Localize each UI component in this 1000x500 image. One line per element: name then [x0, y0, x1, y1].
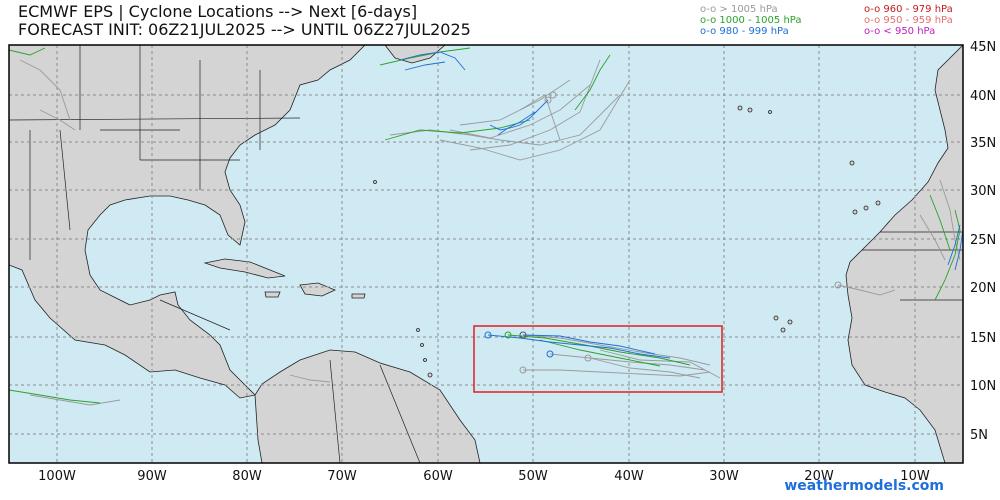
island-madeira	[849, 160, 855, 166]
lat-label-45n: 45N	[970, 40, 996, 55]
lon-label-80w: 80W	[232, 469, 262, 484]
tracks-north-atlantic-gray	[389, 59, 631, 161]
land-masses	[9, 45, 963, 463]
lat-label-30n: 30N	[970, 184, 996, 199]
map-frame	[8, 44, 964, 464]
highlight-box	[473, 325, 723, 393]
origin-marker-blue	[484, 331, 492, 339]
lon-label-100w: 100W	[38, 469, 76, 484]
title-line-2: FORECAST INIT: 06Z21JUL2025 --> UNTIL 06…	[18, 20, 471, 39]
lat-label-5n: 5N	[970, 428, 988, 443]
tracks-pacific-green	[9, 47, 101, 404]
tracks-africa	[837, 179, 961, 296]
legend-entry-below-950: o-o < 950 hPa	[864, 26, 936, 37]
island-antilles-1	[416, 328, 420, 332]
legend-entry-1000-1005: o-o 1000 - 1005 hPa	[700, 15, 802, 26]
island-trinidad	[427, 372, 433, 378]
lat-label-40n: 40N	[970, 89, 996, 104]
lat-label-15n: 15N	[970, 331, 996, 346]
lon-label-50w: 50W	[518, 469, 548, 484]
island-bermuda	[373, 180, 377, 184]
origin-marker-north-1	[544, 96, 552, 104]
legend-column-1: o-o > 1005 hPa o-o 1000 - 1005 hPa o-o 9…	[700, 4, 801, 37]
title-line-1: ECMWF EPS | Cyclone Locations --> Next […	[18, 2, 418, 21]
lat-label-10n: 10N	[970, 379, 996, 394]
island-canary-1	[852, 209, 858, 215]
tracks-highlighted-gray	[522, 334, 721, 379]
origin-marker-north-2	[549, 91, 557, 99]
lat-label-35n: 35N	[970, 136, 996, 151]
tracks-gulf-and-pacific	[19, 59, 331, 406]
island-cape-verde-3	[780, 327, 786, 333]
land-newfoundland	[384, 45, 446, 64]
origin-marker-africa	[834, 281, 842, 289]
origin-marker-gray-2	[584, 354, 592, 362]
political-borders	[9, 45, 963, 463]
island-azores-1	[737, 105, 743, 111]
tracks-highlighted-blue	[487, 334, 671, 359]
lon-label-10w: 10W	[900, 469, 930, 484]
land-hispaniola	[299, 282, 336, 297]
legend-entry-960-979: o-o 960 - 979 hPa	[864, 4, 953, 15]
island-antilles-2	[420, 343, 424, 347]
tracks-africa-blue	[947, 224, 963, 271]
lon-tick-labels: 100W 90W 80W 70W 60W 50W 40W 30W 20W 10W	[38, 469, 930, 484]
island-antilles-3	[423, 358, 427, 362]
legend-entry-950-959: o-o 950 - 959 hPa	[864, 15, 953, 26]
land-jamaica	[264, 291, 281, 298]
lon-label-60w: 60W	[423, 469, 453, 484]
lat-label-25n: 25N	[970, 233, 996, 248]
islands	[373, 105, 881, 378]
grid	[9, 45, 963, 463]
origin-marker-gray	[519, 331, 527, 339]
tracks-north-atlantic-green	[379, 47, 611, 141]
legend-entry-above-1005: o-o > 1005 hPa	[700, 4, 778, 15]
lon-label-40w: 40W	[614, 469, 644, 484]
origin-marker-gray-3	[519, 366, 527, 374]
brand-watermark: weathermodels.com	[784, 478, 944, 494]
cyclone-origin-markers	[484, 91, 842, 374]
land-cuba	[203, 258, 286, 279]
lon-label-70w: 70W	[327, 469, 357, 484]
land-south-america	[254, 349, 481, 463]
island-canary-2	[863, 205, 869, 211]
origin-marker-blue-2	[546, 350, 554, 358]
island-azores-2	[747, 107, 753, 113]
island-canary-3	[875, 200, 881, 206]
island-cape-verde-2	[787, 319, 793, 325]
tracks-highlighted-green	[507, 334, 691, 367]
lat-tick-labels: 45N 40N 35N 30N 25N 20N 15N 10N 5N	[970, 40, 996, 443]
island-azores-3	[768, 110, 772, 114]
land-puerto-rico	[351, 293, 366, 299]
lon-label-20w: 20W	[804, 469, 834, 484]
lon-label-30w: 30W	[709, 469, 739, 484]
map-title: ECMWF EPS | Cyclone Locations --> Next […	[18, 3, 471, 39]
lat-label-20n: 20N	[970, 281, 996, 296]
legend-entry-980-999: o-o 980 - 999 hPa	[700, 26, 789, 37]
island-cape-verde-1	[773, 315, 779, 321]
legend-column-2: o-o 960 - 979 hPa o-o 950 - 959 hPa o-o …	[864, 4, 953, 37]
tracks-africa-green	[929, 194, 961, 301]
lon-label-90w: 90W	[137, 469, 167, 484]
origin-marker-green	[504, 331, 512, 339]
tracks-north-atlantic-blue	[399, 51, 549, 136]
